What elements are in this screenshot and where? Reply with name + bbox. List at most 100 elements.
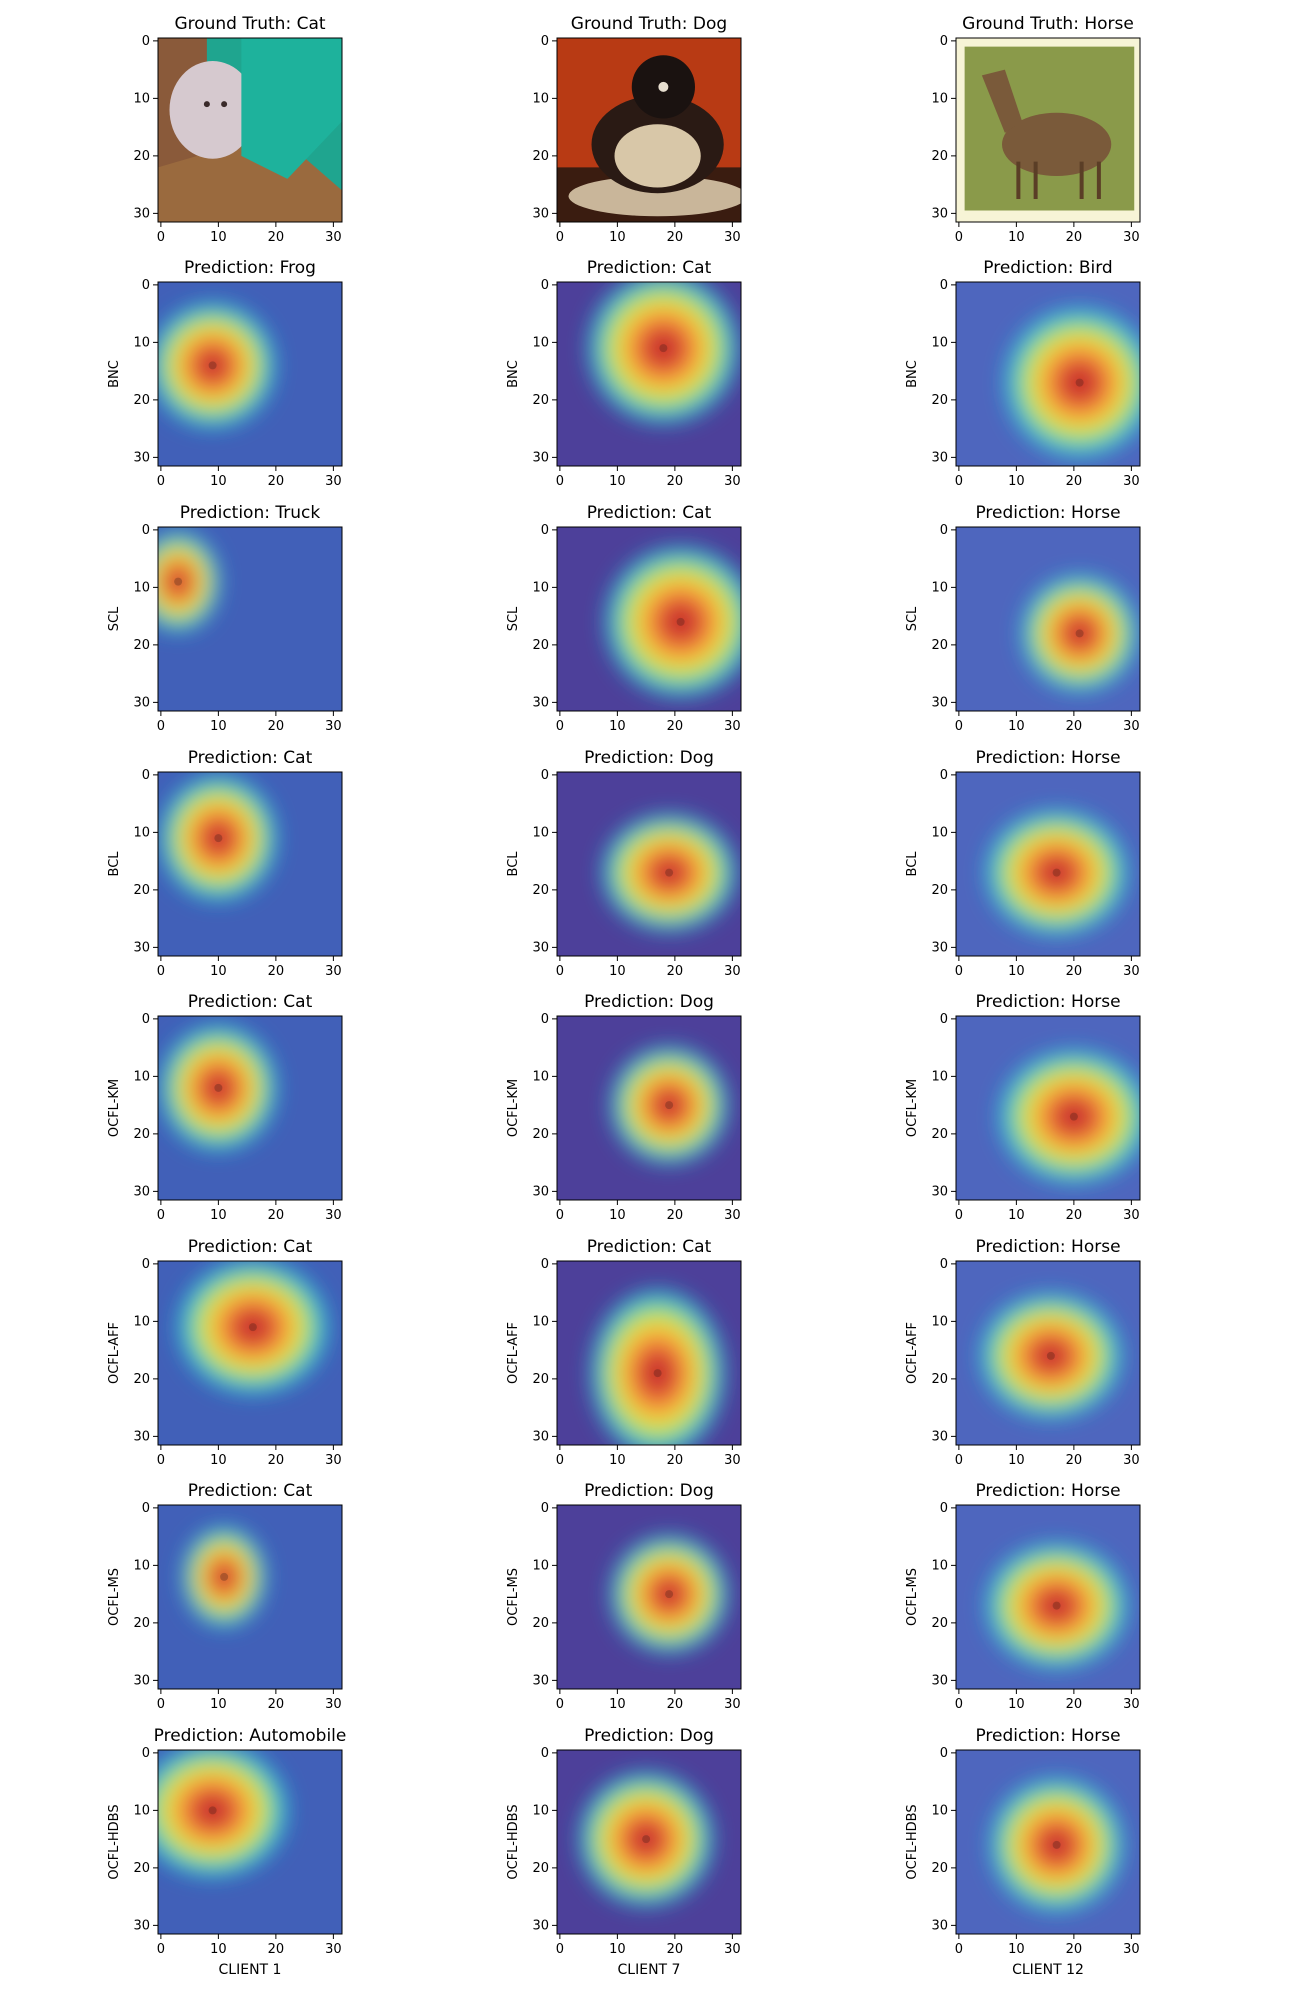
- x-tick-label: 10: [609, 230, 626, 245]
- panel-r7-c1: Prediction: Dog 0 10 20 30 0 10 20 30 OCFL-HDBS CL…: [506, 1726, 742, 1978]
- panel-title: Prediction: Cat: [188, 1481, 313, 1501]
- x-tick-label: 0: [955, 1942, 963, 1957]
- axes-frame: [556, 37, 742, 223]
- y-tick-label: 30: [133, 1918, 150, 1933]
- y-tick-label: 0: [142, 1257, 150, 1272]
- y-tick-label: 10: [133, 1803, 150, 1818]
- axes-frame: [157, 771, 343, 957]
- y-tick-label: 20: [931, 149, 948, 164]
- x-tick-label: 20: [1066, 1697, 1083, 1712]
- x-tick-label: 10: [1008, 719, 1025, 734]
- panel-title: Prediction: Cat: [587, 258, 712, 278]
- x-tick-label: 30: [325, 719, 342, 734]
- y-tick-label: 30: [532, 1429, 549, 1444]
- panel-title: Prediction: Cat: [188, 748, 313, 768]
- y-tick-label: 20: [931, 1861, 948, 1876]
- gradcam-heatmap-image: [158, 1016, 342, 1200]
- panel-r2-c0: Prediction: Truck 0 10 20 30 0 10 20 30 SCL: [107, 503, 343, 734]
- axes-frame: [157, 1015, 343, 1201]
- x-tick-label: 30: [1123, 230, 1140, 245]
- y-tick-label: 0: [541, 34, 549, 49]
- axes-frame: [955, 281, 1141, 467]
- panel-title: Prediction: Horse: [975, 1481, 1120, 1501]
- gradcam-heatmap-image: [557, 1505, 741, 1689]
- axes-frame: [157, 1504, 343, 1690]
- y-tick-label: 10: [931, 825, 948, 840]
- y-tick-label: 30: [532, 695, 549, 710]
- x-tick-label: 0: [157, 1697, 165, 1712]
- x-tick-label: 20: [667, 474, 684, 489]
- x-tick-label: 20: [1066, 964, 1083, 979]
- y-tick-label: 10: [133, 1069, 150, 1084]
- gradcam-heatmap-image: [158, 282, 342, 466]
- panel-title: Prediction: Automobile: [154, 1726, 347, 1746]
- gradcam-heatmap-image: [557, 772, 741, 956]
- x-tick-label: 10: [609, 719, 626, 734]
- y-tick-label: 0: [940, 768, 948, 783]
- y-tick-label: 30: [532, 1918, 549, 1933]
- y-tick-label: 0: [142, 34, 150, 49]
- x-tick-label: 10: [210, 964, 227, 979]
- axes-frame: [556, 1504, 742, 1690]
- gradcam-heatmap-image: [158, 1505, 342, 1689]
- y-tick-label: 20: [532, 1372, 549, 1387]
- y-tick-label: 0: [940, 1746, 948, 1761]
- panel-title: Prediction: Dog: [584, 1726, 714, 1746]
- y-tick-label: 10: [532, 580, 549, 595]
- row-label-bnc: BNC: [905, 360, 920, 388]
- panel-r0-c2: Ground Truth: Horse 0 10 20 30 0 10 20 30: [931, 14, 1141, 245]
- gradcam-heatmap-image: [956, 1505, 1140, 1689]
- x-tick-label: 20: [268, 230, 285, 245]
- x-tick-label: 0: [556, 719, 564, 734]
- panel-r7-c0: Prediction: Automobile 0 10 20 30 0 10 20 30 OCFL…: [107, 1726, 346, 1978]
- x-tick-label: 10: [609, 1453, 626, 1468]
- x-tick-label: 10: [210, 230, 227, 245]
- y-tick-label: 30: [133, 1673, 150, 1688]
- y-tick-label: 0: [940, 1257, 948, 1272]
- x-tick-label: 20: [268, 1453, 285, 1468]
- y-tick-label: 10: [532, 1314, 549, 1329]
- axes-frame: [556, 1260, 742, 1446]
- x-tick-label: 10: [609, 1208, 626, 1223]
- y-tick-label: 10: [532, 335, 549, 350]
- y-tick-label: 30: [133, 450, 150, 465]
- panel-r4-c0: Prediction: Cat 0 10 20 30 0 10 20 30 OCFL-KM: [107, 992, 343, 1223]
- x-tick-label: 0: [157, 1942, 165, 1957]
- y-tick-label: 20: [532, 883, 549, 898]
- x-tick-label: 20: [268, 719, 285, 734]
- y-tick-label: 30: [532, 940, 549, 955]
- y-tick-label: 0: [541, 1501, 549, 1516]
- panel-title: Prediction: Cat: [188, 992, 313, 1012]
- y-tick-label: 20: [532, 1127, 549, 1142]
- axes-frame: [556, 526, 742, 712]
- x-tick-label: 10: [609, 474, 626, 489]
- column-label-client: CLIENT 12: [1012, 1962, 1084, 1978]
- x-tick-label: 20: [667, 1208, 684, 1223]
- panel-title: Prediction: Cat: [587, 503, 712, 523]
- x-tick-label: 0: [955, 719, 963, 734]
- y-tick-label: 30: [532, 450, 549, 465]
- y-tick-label: 20: [133, 1127, 150, 1142]
- x-tick-label: 30: [325, 230, 342, 245]
- x-tick-label: 10: [1008, 1697, 1025, 1712]
- panel-r1-c0: Prediction: Frog 0 10 20 30 0 10 20 30 BNC: [107, 258, 343, 489]
- x-tick-label: 0: [556, 1208, 564, 1223]
- row-label-scl: SCL: [905, 606, 920, 631]
- x-tick-label: 30: [325, 1453, 342, 1468]
- y-tick-label: 30: [931, 940, 948, 955]
- panel-title: Prediction: Dog: [584, 1481, 714, 1501]
- y-tick-label: 10: [133, 825, 150, 840]
- row-label-ocfl-hdbs: OCFL-HDBS: [506, 1804, 521, 1879]
- y-tick-label: 0: [142, 523, 150, 538]
- y-tick-label: 20: [133, 1616, 150, 1631]
- row-label-ocfl-km: OCFL-KM: [506, 1079, 521, 1137]
- row-label-scl: SCL: [506, 606, 521, 631]
- y-tick-label: 10: [931, 91, 948, 106]
- x-tick-label: 10: [1008, 1208, 1025, 1223]
- x-tick-label: 20: [667, 964, 684, 979]
- x-tick-label: 20: [667, 230, 684, 245]
- x-tick-label: 20: [1066, 1208, 1083, 1223]
- panel-title: Prediction: Bird: [983, 258, 1112, 278]
- y-tick-label: 20: [133, 1861, 150, 1876]
- y-tick-label: 0: [541, 1257, 549, 1272]
